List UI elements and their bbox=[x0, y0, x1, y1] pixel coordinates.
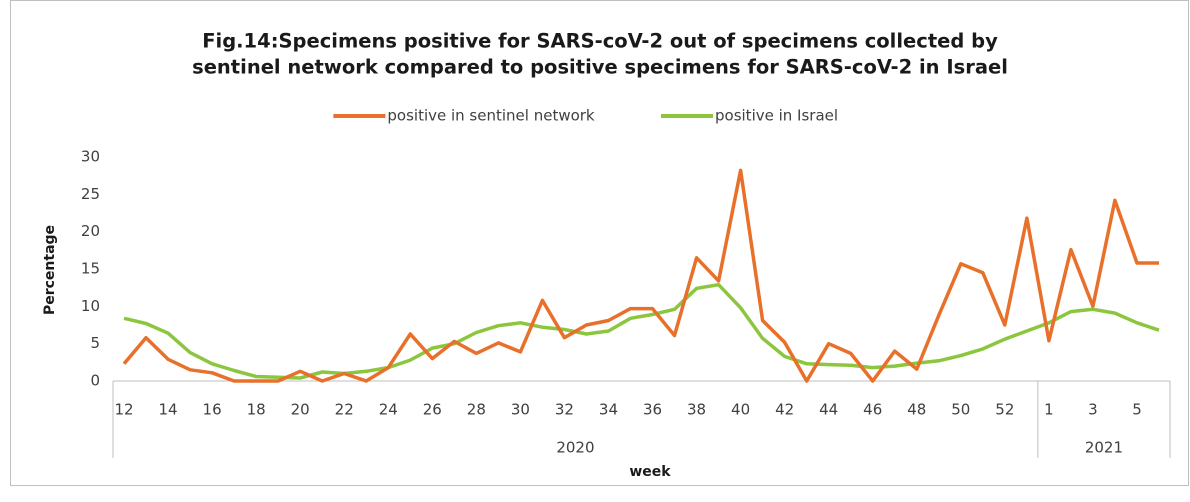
x-axis-title: week bbox=[629, 464, 671, 480]
y-axis-title: Percentage bbox=[42, 225, 58, 315]
x-tick-label: 30 bbox=[511, 401, 530, 419]
legend-label: positive in sentinel network bbox=[387, 107, 595, 125]
series-line bbox=[123, 282, 1160, 380]
x-tick-label: 40 bbox=[731, 401, 750, 419]
x-tick-label: 3 bbox=[1088, 401, 1098, 419]
y-tick-label: 10 bbox=[81, 297, 100, 315]
series-line bbox=[122, 168, 1159, 383]
x-tick-label: 5 bbox=[1132, 401, 1142, 419]
x-tick-label: 22 bbox=[335, 401, 354, 419]
x-tick-label: 32 bbox=[555, 401, 574, 419]
y-tick-label: 15 bbox=[81, 260, 100, 278]
x-tick-label: 24 bbox=[379, 401, 398, 419]
y-tick-label: 0 bbox=[90, 372, 100, 390]
x-tick-label: 14 bbox=[159, 401, 178, 419]
x-tick-label: 44 bbox=[819, 401, 838, 419]
x-tick-label: 26 bbox=[423, 401, 442, 419]
y-tick-label: 25 bbox=[81, 185, 100, 203]
x-tick-label: 50 bbox=[951, 401, 970, 419]
chart-title: Fig.14:Specimens positive for SARS-coV-2… bbox=[202, 30, 998, 53]
x-tick-label: 46 bbox=[863, 401, 882, 419]
x-tick-label: 18 bbox=[247, 401, 266, 419]
x-tick-label: 52 bbox=[995, 401, 1014, 419]
x-tick-label: 20 bbox=[291, 401, 310, 419]
x-group-label: 2020 bbox=[556, 439, 594, 457]
x-tick-label: 42 bbox=[775, 401, 794, 419]
chart-title: sentinel network compared to positive sp… bbox=[192, 56, 1008, 79]
x-tick-label: 36 bbox=[643, 401, 662, 419]
x-tick-label: 12 bbox=[114, 401, 133, 419]
x-tick-label: 48 bbox=[907, 401, 926, 419]
x-group-label: 2021 bbox=[1085, 439, 1123, 457]
y-tick-label: 5 bbox=[90, 334, 100, 352]
x-tick-label: 16 bbox=[203, 401, 222, 419]
chart-frame bbox=[10, 0, 1189, 486]
x-tick-label: 28 bbox=[467, 401, 486, 419]
y-tick-label: 20 bbox=[81, 222, 100, 240]
legend-label: positive in Israel bbox=[715, 107, 838, 125]
x-tick-label: 34 bbox=[599, 401, 618, 419]
x-tick-label: 1 bbox=[1044, 401, 1054, 419]
y-tick-label: 30 bbox=[81, 148, 100, 166]
x-tick-label: 38 bbox=[687, 401, 706, 419]
